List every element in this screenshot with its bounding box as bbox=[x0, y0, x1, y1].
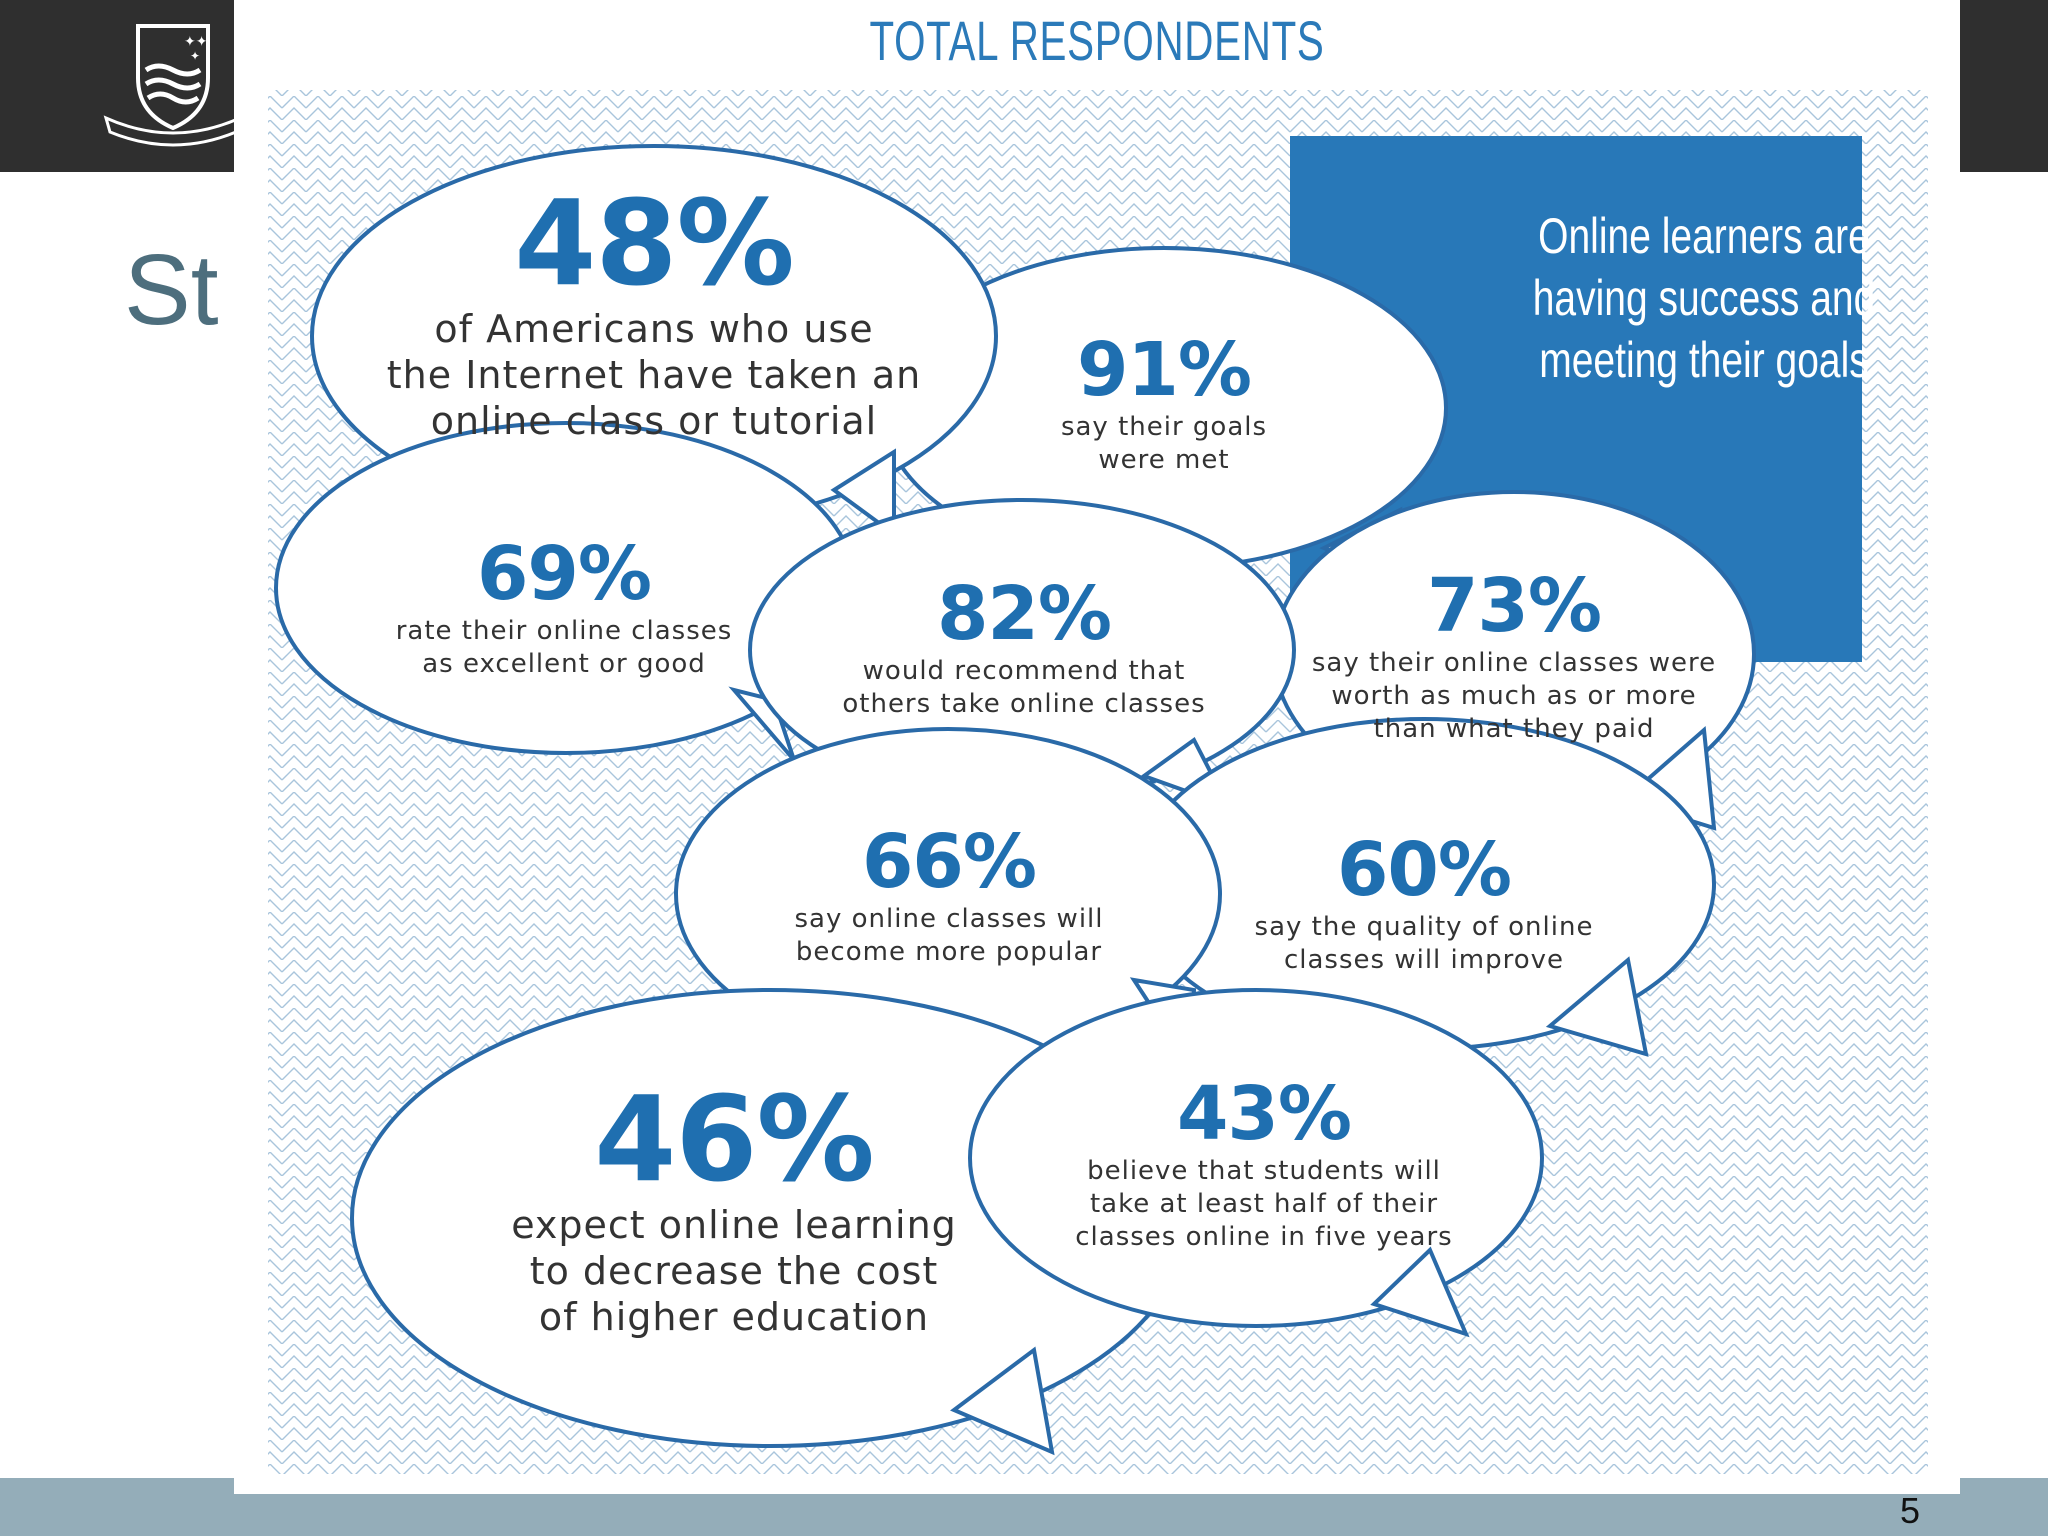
stat-desc-line: of Americans who use bbox=[434, 306, 874, 351]
stat-73: 73% say their online classes were worth … bbox=[1294, 563, 1734, 746]
callout-line: Online learners are bbox=[1538, 208, 1870, 264]
stat-value: 73% bbox=[1426, 563, 1602, 649]
university-crest-icon: ✦✦ ✦ bbox=[98, 18, 248, 148]
stat-desc-line: become more popular bbox=[795, 937, 1103, 968]
stat-desc-line: say their online classes were bbox=[1311, 648, 1717, 679]
stat-66: 66% say online classes will become more … bbox=[764, 819, 1134, 969]
stat-value: 91% bbox=[1076, 327, 1252, 413]
stat-43: 43% believe that students will take at l… bbox=[1054, 1071, 1474, 1254]
stat-desc-line: as excellent or good bbox=[422, 649, 706, 680]
stat-82: 82% would recommend that others take onl… bbox=[814, 571, 1234, 721]
stat-desc-line: say online classes will bbox=[794, 904, 1104, 935]
stat-desc-line: say their goals bbox=[1060, 412, 1268, 443]
stat-desc-line: were met bbox=[1098, 445, 1230, 476]
stat-value: 46% bbox=[594, 1070, 874, 1208]
bubble-69 bbox=[274, 421, 858, 762]
stat-value: 69% bbox=[476, 531, 652, 617]
header-bar-right bbox=[1960, 0, 2048, 172]
stat-desc-line: would recommend that bbox=[862, 656, 1186, 687]
stat-91: 91% say their goals were met bbox=[994, 327, 1334, 477]
stat-desc-line: online class or tutorial bbox=[430, 398, 878, 443]
stat-desc-line: worth as much as or more bbox=[1331, 681, 1697, 712]
callout-line: meeting their goals bbox=[1539, 332, 1869, 388]
slide-number: 5 bbox=[1900, 1490, 1921, 1531]
stat-46: 46% expect online learning to decrease t… bbox=[454, 1070, 1014, 1340]
stat-desc-line: than what they paid bbox=[1373, 714, 1655, 745]
callout-line: having success and bbox=[1532, 270, 1876, 326]
slide-title: St bbox=[124, 234, 219, 346]
stat-value: 60% bbox=[1336, 827, 1512, 913]
stat-48: 48% of Americans who use the Internet ha… bbox=[354, 174, 954, 444]
stat-desc-line: rate their online classes bbox=[395, 616, 733, 647]
stat-desc-line: of higher education bbox=[538, 1294, 930, 1339]
stat-desc-line: others take online classes bbox=[842, 689, 1206, 720]
stat-desc-line: to decrease the cost bbox=[529, 1248, 939, 1293]
svg-text:✦: ✦ bbox=[190, 49, 200, 63]
stat-desc-line: the Internet have taken an bbox=[386, 352, 922, 397]
stat-desc-line: believe that students will bbox=[1087, 1156, 1441, 1187]
stat-desc-line: say the quality of online bbox=[1254, 912, 1594, 943]
stat-value: 43% bbox=[1176, 1071, 1352, 1157]
stat-desc-line: classes online in five years bbox=[1075, 1222, 1453, 1253]
callout-text: Online learners are having success and m… bbox=[1525, 205, 1884, 391]
stat-desc-line: classes will improve bbox=[1283, 945, 1564, 976]
stat-value: 48% bbox=[514, 174, 794, 312]
stat-60: 60% say the quality of online classes wi… bbox=[1224, 827, 1624, 977]
infographic: TOTAL RESPONDENTS Online learners are ha… bbox=[234, 0, 1960, 1494]
stat-value: 82% bbox=[936, 571, 1112, 657]
stat-desc-line: expect online learning bbox=[511, 1202, 957, 1247]
infographic-header: TOTAL RESPONDENTS bbox=[869, 9, 1325, 72]
stat-desc-line: take at least half of their bbox=[1089, 1189, 1439, 1220]
bubble-43 bbox=[968, 988, 1544, 1338]
svg-text:✦✦: ✦✦ bbox=[184, 34, 208, 50]
stat-69: 69% rate their online classes as excelle… bbox=[374, 531, 754, 681]
stat-value: 66% bbox=[861, 819, 1037, 905]
infographic-graphics bbox=[268, 90, 1928, 1474]
